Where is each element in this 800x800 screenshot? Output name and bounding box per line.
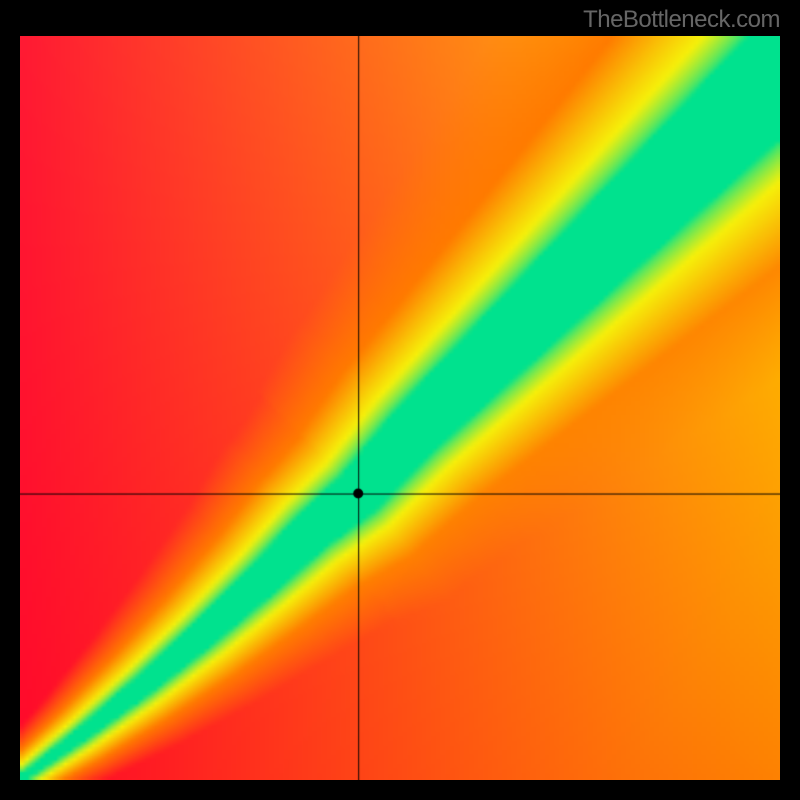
watermark-text: TheBottleneck.com (583, 6, 780, 34)
crosshair-overlay (20, 36, 780, 780)
chart-container: TheBottleneck.com (0, 0, 800, 800)
plot-area (20, 36, 780, 780)
